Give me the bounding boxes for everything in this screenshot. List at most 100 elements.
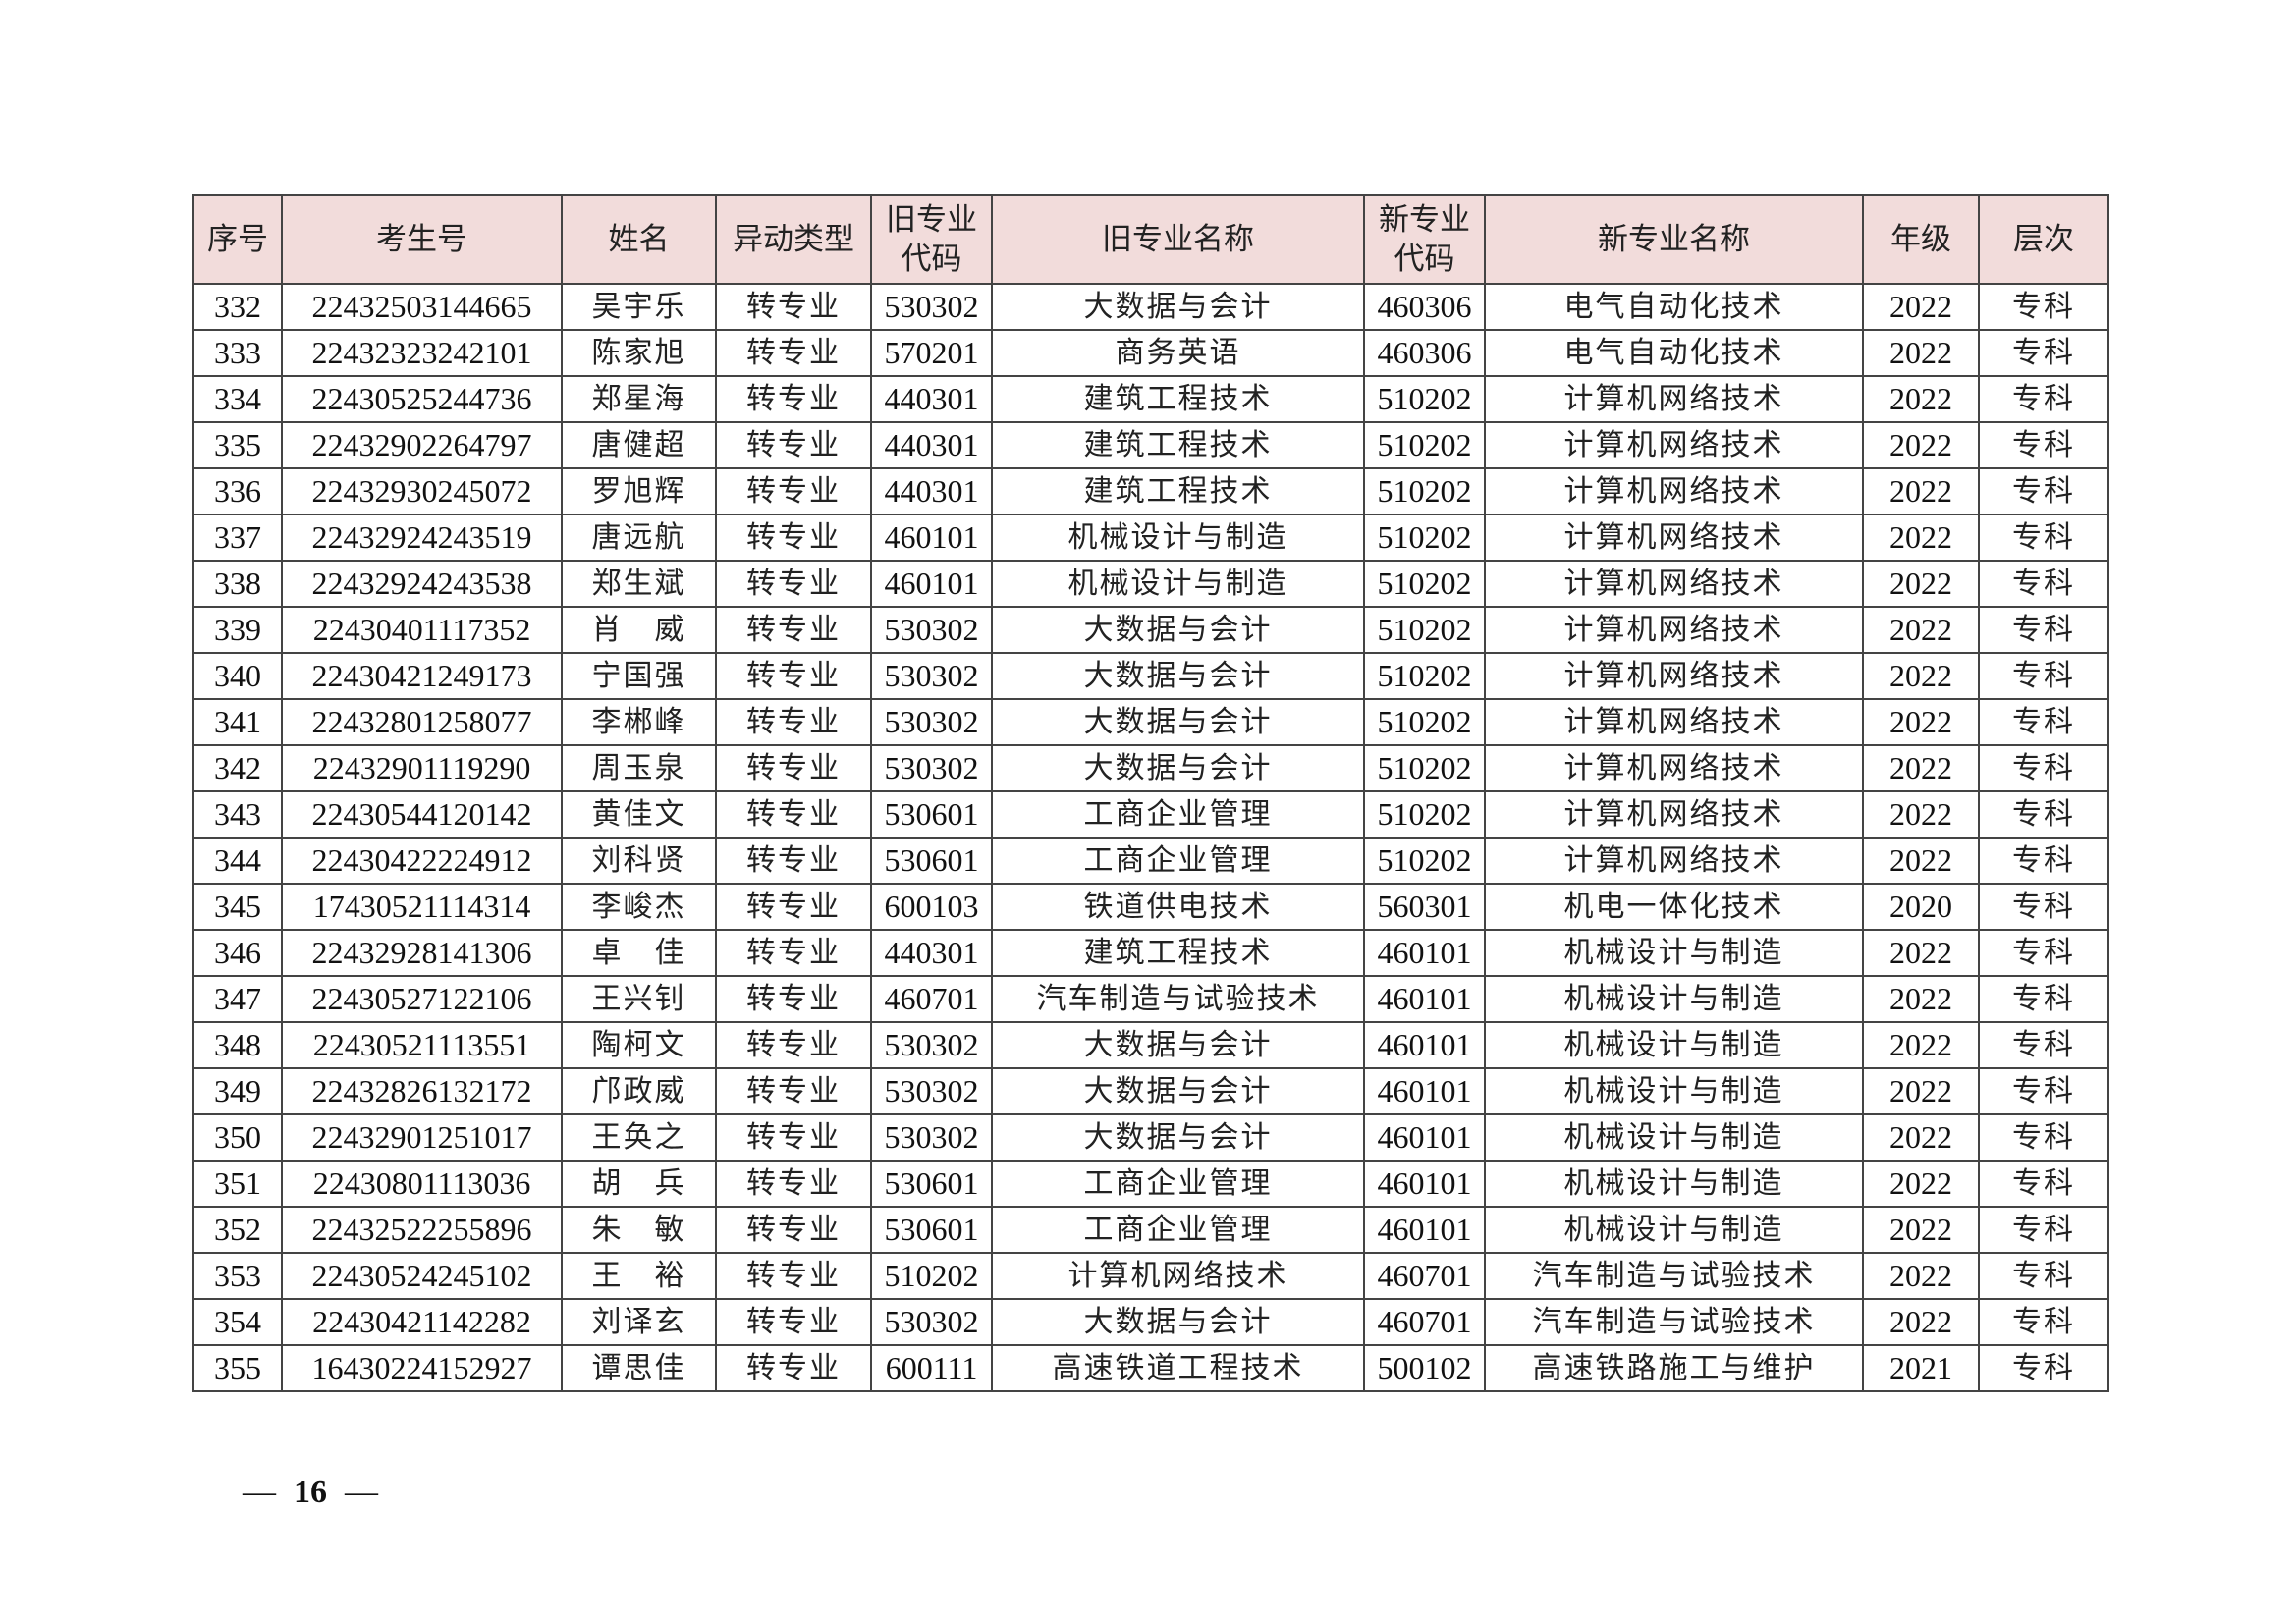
cell-grade: 2022 — [1862, 1021, 1980, 1069]
cell-new-major-code: 510202 — [1363, 375, 1486, 423]
cell-index: 350 — [192, 1113, 283, 1162]
cell-new-major-name: 计算机网络技术 — [1484, 421, 1864, 469]
student-transfer-table: 序号 考生号 姓名 异动类型 旧专业 代码 旧专业名称 新专业 代码 新专业名称 年级 层次 33… — [192, 194, 2109, 1392]
cell-old-major-name: 建筑工程技术 — [991, 467, 1365, 515]
cell-new-major-code: 510202 — [1363, 514, 1486, 562]
cell-old-major-code: 530302 — [870, 1113, 993, 1162]
table-row: 353 22430524245102 王 裕转专业 510202 计算机网络技术 4607… — [192, 1252, 2109, 1300]
table-row: 336 22432930245072 罗旭辉 转专业 440301 建筑工程技术 51020… — [192, 467, 2109, 515]
cell-index: 332 — [192, 283, 283, 331]
cell-level: 专科 — [1978, 514, 2109, 562]
cell-old-major-name: 建筑工程技术 — [991, 421, 1365, 469]
cell-old-major-name: 汽车制造与试验技术 — [991, 975, 1365, 1023]
cell-name: 吴宇乐 — [561, 283, 717, 331]
cell-name: 陈家旭 — [561, 329, 717, 377]
cell-old-major-name: 机械设计与制造 — [991, 560, 1365, 608]
cell-index: 346 — [192, 929, 283, 977]
cell-index: 337 — [192, 514, 283, 562]
cell-grade: 2022 — [1862, 929, 1980, 977]
cell-exam-id: 22432522255896 — [281, 1206, 563, 1254]
cell-index: 344 — [192, 837, 283, 885]
header-old-major-name: 旧专业名称 — [991, 194, 1365, 285]
cell-new-major-name: 机械设计与制造 — [1484, 1021, 1864, 1069]
cell-exam-id: 22432930245072 — [281, 467, 563, 515]
table-header-row: 序号 考生号 姓名 异动类型 旧专业 代码 旧专业名称 新专业 代码 新专业名称 年级 层次 — [192, 194, 2109, 285]
cell-grade: 2022 — [1862, 1298, 1980, 1346]
cell-old-major-name: 大数据与会计 — [991, 1298, 1365, 1346]
cell-grade: 2022 — [1862, 837, 1980, 885]
cell-exam-id: 22432901251017 — [281, 1113, 563, 1162]
cell-old-major-name: 大数据与会计 — [991, 1021, 1365, 1069]
header-level: 层次 — [1978, 194, 2109, 285]
cell-index: 338 — [192, 560, 283, 608]
cell-grade: 2022 — [1862, 1113, 1980, 1162]
page-number: 16 — [294, 1474, 327, 1510]
cell-new-major-name: 计算机网络技术 — [1484, 560, 1864, 608]
cell-new-major-code: 460701 — [1363, 1298, 1486, 1346]
cell-new-major-code: 510202 — [1363, 837, 1486, 885]
cell-old-major-name: 建筑工程技术 — [991, 375, 1365, 423]
cell-old-major-name: 高速铁道工程技术 — [991, 1344, 1365, 1392]
cell-name: 胡 兵 — [561, 1160, 717, 1208]
table-row: 347 22430527122106 王兴钊 转专业 460701 汽车制造与试验技术 46… — [192, 975, 2109, 1023]
cell-old-major-code: 530302 — [870, 1067, 993, 1115]
cell-change-type: 转专业 — [715, 1298, 872, 1346]
cell-new-major-name: 机械设计与制造 — [1484, 1206, 1864, 1254]
cell-change-type: 转专业 — [715, 514, 872, 562]
cell-change-type: 转专业 — [715, 1021, 872, 1069]
table-row: 352 22432522255896 朱 敏转专业 530601 工商企业管理 46010… — [192, 1206, 2109, 1254]
cell-grade: 2022 — [1862, 1252, 1980, 1300]
cell-new-major-name: 机械设计与制造 — [1484, 1160, 1864, 1208]
cell-old-major-code: 460101 — [870, 514, 993, 562]
cell-level: 专科 — [1978, 1160, 2109, 1208]
cell-new-major-code: 510202 — [1363, 698, 1486, 746]
cell-grade: 2021 — [1862, 1344, 1980, 1392]
cell-index: 343 — [192, 790, 283, 839]
cell-index: 352 — [192, 1206, 283, 1254]
cell-old-major-code: 440301 — [870, 421, 993, 469]
cell-change-type: 转专业 — [715, 698, 872, 746]
cell-index: 336 — [192, 467, 283, 515]
cell-exam-id: 22430801113036 — [281, 1160, 563, 1208]
cell-new-major-name: 机电一体化技术 — [1484, 883, 1864, 931]
cell-old-major-name: 建筑工程技术 — [991, 929, 1365, 977]
cell-change-type: 转专业 — [715, 283, 872, 331]
cell-level: 专科 — [1978, 560, 2109, 608]
cell-old-major-code: 530601 — [870, 790, 993, 839]
cell-new-major-code: 510202 — [1363, 467, 1486, 515]
cell-new-major-code: 460101 — [1363, 1160, 1486, 1208]
cell-name: 邝政威 — [561, 1067, 717, 1115]
cell-new-major-name: 计算机网络技术 — [1484, 698, 1864, 746]
cell-level: 专科 — [1978, 1067, 2109, 1115]
cell-exam-id: 22430527122106 — [281, 975, 563, 1023]
cell-level: 专科 — [1978, 606, 2109, 654]
cell-level: 专科 — [1978, 975, 2109, 1023]
cell-grade: 2022 — [1862, 606, 1980, 654]
cell-index: 334 — [192, 375, 283, 423]
table-row: 333 22432323242101 陈家旭 转专业 570201 商务英语 460306 电… — [192, 329, 2109, 377]
cell-new-major-code: 510202 — [1363, 560, 1486, 608]
cell-level: 专科 — [1978, 790, 2109, 839]
table-row: 346 22432928141306 卓 佳转专业 440301 建筑工程技术 46010… — [192, 929, 2109, 977]
table-row: 343 22430544120142 黄佳文 转专业 530601 工商企业管理 51020… — [192, 790, 2109, 839]
footer-dash-left: — — [243, 1474, 276, 1510]
cell-exam-id: 22430525244736 — [281, 375, 563, 423]
table-body: 332 22432503144665 吴宇乐 转专业 530302 大数据与会计 46030… — [192, 283, 2109, 1392]
cell-grade: 2022 — [1862, 560, 1980, 608]
cell-new-major-name: 计算机网络技术 — [1484, 375, 1864, 423]
cell-old-major-code: 460701 — [870, 975, 993, 1023]
cell-change-type: 转专业 — [715, 375, 872, 423]
cell-new-major-name: 计算机网络技术 — [1484, 744, 1864, 792]
cell-index: 355 — [192, 1344, 283, 1392]
cell-grade: 2022 — [1862, 283, 1980, 331]
cell-level: 专科 — [1978, 1252, 2109, 1300]
table-row: 341 22432801258077 李郴峰 转专业 530302 大数据与会计 51020… — [192, 698, 2109, 746]
cell-exam-id: 22432503144665 — [281, 283, 563, 331]
header-new-major-name: 新专业名称 — [1484, 194, 1864, 285]
cell-change-type: 转专业 — [715, 1160, 872, 1208]
cell-change-type: 转专业 — [715, 467, 872, 515]
cell-level: 专科 — [1978, 329, 2109, 377]
table-row: 340 22430421249173 宁国强 转专业 530302 大数据与会计 51020… — [192, 652, 2109, 700]
cell-name: 唐健超 — [561, 421, 717, 469]
cell-change-type: 转专业 — [715, 1113, 872, 1162]
